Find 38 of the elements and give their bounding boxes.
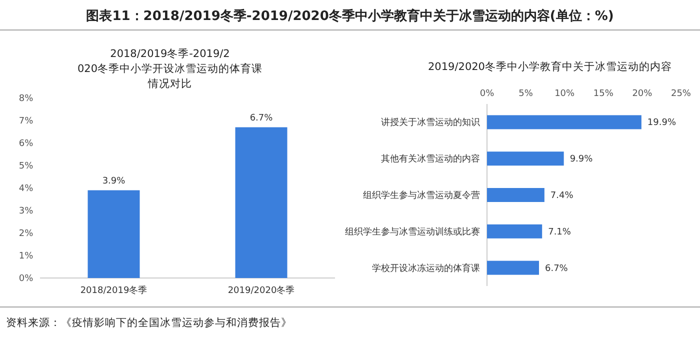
x-tick-label: 20% bbox=[632, 89, 653, 99]
data-label: 6.7% bbox=[544, 264, 568, 274]
y-tick-label: 1% bbox=[18, 252, 34, 262]
y-tick-label: 4% bbox=[18, 184, 34, 194]
chart-title: 2019/2020冬季中小学教育中关于冰雪运动的内容 bbox=[428, 60, 672, 73]
x-tick-label: 5% bbox=[518, 89, 534, 99]
data-label: 9.9% bbox=[570, 154, 594, 165]
x-tick-label: 25% bbox=[670, 89, 692, 99]
y-tick-label: 7% bbox=[18, 116, 34, 126]
y-tick-label: 组织学生参与冰雪运动训练或比赛 bbox=[345, 226, 480, 238]
y-tick-label: 5% bbox=[18, 162, 34, 172]
y-tick-label: 组织学生参与冰雪运动夏令营 bbox=[363, 190, 480, 201]
y-tick-label: 3% bbox=[18, 206, 34, 216]
text: 图表11：2018/2019冬季-2019/2020冬季中小学教育中关于冰雪运动的内容(单位：%) bbox=[86, 8, 614, 24]
bar bbox=[487, 188, 544, 202]
data-label: 7.4% bbox=[550, 191, 574, 201]
y-tick-label: 学校开设冰冻运动的体育课 bbox=[372, 262, 480, 274]
data-label: 19.9% bbox=[647, 118, 676, 128]
bar bbox=[487, 115, 642, 130]
x-tick-label: 2018/2019冬季 bbox=[80, 285, 148, 296]
bar bbox=[487, 224, 542, 238]
y-tick-label: 6% bbox=[18, 139, 34, 149]
data-label: 3.9% bbox=[102, 176, 126, 186]
y-tick-label: 0% bbox=[18, 274, 34, 284]
x-tick-label: 10% bbox=[554, 89, 576, 99]
bar bbox=[487, 260, 539, 275]
x-tick-label: 0% bbox=[480, 89, 495, 99]
data-label: 7.1% bbox=[548, 227, 572, 238]
chart-title: 2018/2019冬季-2019/2020冬季中小学开设冰雪运动的体育课情况对比 bbox=[77, 47, 263, 90]
y-tick-label: 2% bbox=[18, 229, 34, 239]
bar bbox=[487, 152, 564, 166]
x-tick-label: 15% bbox=[593, 89, 614, 99]
y-tick-label: 讲授关于冰雪运动的知识 bbox=[381, 117, 480, 128]
data-label: 6.7% bbox=[250, 113, 274, 124]
x-tick-label: 2019/2020冬季 bbox=[228, 285, 295, 296]
y-tick-label: 8% bbox=[18, 94, 34, 104]
y-tick-label: 其他有关冰雪运动的内容 bbox=[381, 154, 480, 165]
text: 资料来源：《疫情影响下的全国冰雪运动参与和消费报告》 bbox=[6, 316, 292, 329]
